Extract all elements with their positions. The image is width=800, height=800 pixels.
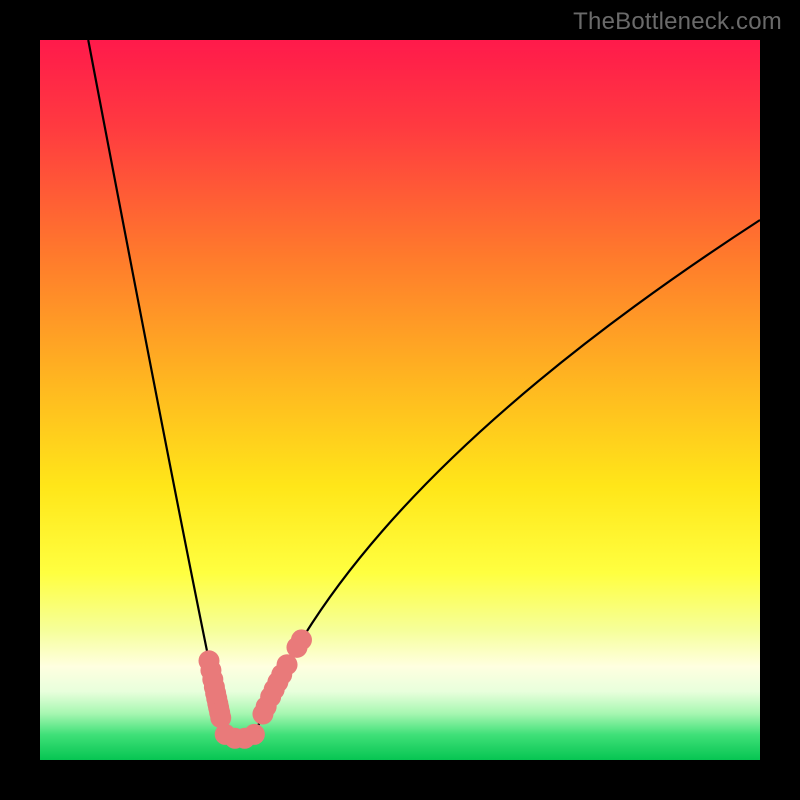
- data-marker: [291, 629, 312, 650]
- data-marker: [244, 724, 265, 745]
- plot-background: [40, 40, 760, 760]
- chart-container: TheBottleneck.com: [0, 0, 800, 800]
- bottleneck-chart: [0, 0, 800, 800]
